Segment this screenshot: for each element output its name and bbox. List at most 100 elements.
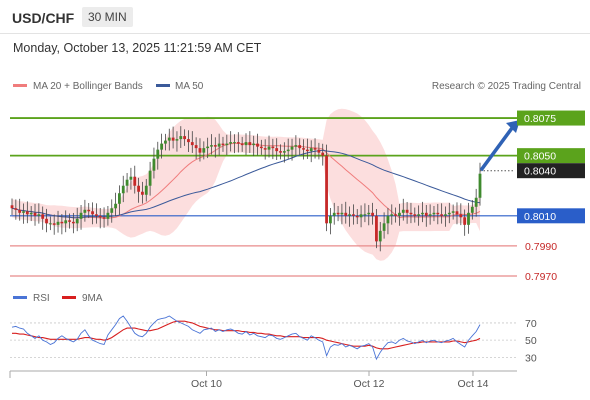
candle-body — [68, 220, 71, 222]
candle-body — [236, 142, 240, 144]
watermark: Research © 2025 Trading Central — [432, 81, 581, 92]
candle — [286, 138, 290, 159]
candle — [313, 138, 317, 159]
candle — [37, 203, 41, 224]
chart-header: USD/CHF 30 MIN — [0, 0, 590, 36]
candle-body — [64, 220, 68, 224]
candle — [10, 198, 14, 216]
candle — [114, 192, 117, 217]
candle-body — [271, 146, 275, 149]
candle — [421, 201, 424, 223]
candle — [64, 210, 68, 233]
level-tag-0.8050 — [517, 148, 585, 164]
candle-body — [37, 214, 41, 216]
candle-body — [444, 214, 447, 216]
candle-body — [398, 212, 401, 216]
candle — [175, 131, 179, 152]
candle — [79, 204, 83, 230]
ma50-legend-swatch — [156, 84, 170, 87]
candle — [233, 134, 236, 154]
candle-body — [129, 176, 133, 180]
candle-body — [309, 148, 313, 152]
candle-body — [179, 136, 183, 140]
candle-body — [428, 214, 432, 216]
candle-body — [282, 151, 286, 153]
candle — [244, 133, 248, 156]
candle-body — [286, 149, 290, 152]
candle — [240, 136, 244, 152]
candle — [22, 203, 25, 224]
candle-body — [463, 217, 467, 225]
candle — [474, 188, 478, 217]
candle-body — [290, 146, 294, 150]
candle-body — [48, 223, 52, 225]
candle-body — [405, 209, 409, 213]
candle — [467, 202, 470, 234]
forecast-arrow — [479, 127, 514, 172]
candle-body — [359, 214, 363, 218]
candle — [71, 212, 75, 234]
candle — [394, 207, 398, 223]
candle-body — [206, 146, 210, 149]
candle — [141, 181, 144, 204]
candle — [213, 137, 217, 158]
candle — [110, 199, 114, 223]
candle-body — [133, 176, 137, 186]
ma50-legend-label: MA 50 — [175, 81, 204, 92]
candle — [248, 131, 252, 153]
candle — [256, 133, 259, 156]
candle-body — [56, 221, 60, 225]
candle — [401, 198, 405, 221]
candle — [290, 138, 294, 161]
candle — [60, 214, 64, 235]
candle — [294, 135, 298, 156]
candle-body — [198, 148, 202, 153]
candle — [275, 138, 279, 161]
candle-body — [83, 209, 87, 213]
x-tick-label-Oct 10: Oct 10 — [191, 378, 222, 390]
candle — [405, 201, 409, 224]
candle-body — [102, 217, 106, 219]
timeframe-badge[interactable]: 30 MIN — [82, 7, 133, 27]
candle — [398, 203, 401, 226]
candle — [378, 221, 382, 252]
candle — [478, 162, 482, 206]
level-label-0.8040: 0.8040 — [524, 166, 556, 178]
candle-body — [401, 209, 405, 213]
candle — [144, 178, 148, 202]
candle-body — [478, 173, 482, 198]
candle-body — [367, 212, 371, 215]
candle — [68, 213, 71, 229]
rsi-legend-label: RSI — [33, 293, 50, 304]
candle — [106, 206, 110, 226]
candle — [33, 203, 37, 226]
candle-body — [194, 145, 198, 149]
candle-body — [29, 212, 33, 215]
candle — [164, 133, 167, 151]
candle — [171, 126, 175, 149]
candle-body — [33, 212, 37, 216]
candle — [91, 202, 94, 225]
candle — [167, 128, 171, 151]
candle-body — [18, 209, 22, 213]
candle — [267, 135, 271, 158]
candle-body — [294, 145, 298, 147]
candle — [463, 209, 467, 236]
candle — [282, 142, 286, 163]
candle — [194, 137, 198, 160]
candle-body — [10, 205, 14, 209]
candle — [137, 177, 140, 203]
candle — [451, 204, 455, 220]
candle-body — [352, 214, 355, 216]
candle — [382, 212, 386, 239]
candle-body — [87, 209, 91, 212]
candle-body — [259, 146, 263, 149]
header-divider — [0, 33, 590, 34]
candle-body — [244, 142, 248, 146]
candle-body — [148, 170, 152, 186]
candle-body — [470, 206, 474, 213]
candle-body — [202, 148, 206, 153]
candle — [309, 140, 313, 163]
rsi-legend-swatch — [13, 296, 27, 299]
candle — [198, 138, 202, 162]
